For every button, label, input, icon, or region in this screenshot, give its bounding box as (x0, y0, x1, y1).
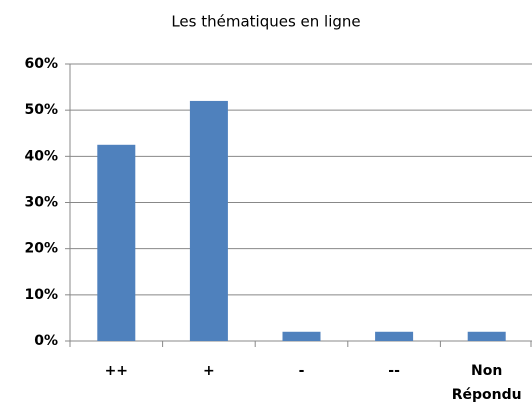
bar (375, 331, 414, 341)
y-tick-label: 0% (34, 333, 58, 349)
bar (467, 331, 506, 341)
y-tick-label: 10% (24, 287, 58, 303)
x-tick-label: -- (388, 363, 400, 379)
x-tick-label: - (298, 363, 305, 379)
x-tick-label: Non Répondu (451, 363, 522, 403)
y-tick-label: 60% (24, 56, 58, 72)
x-tick-label: + (203, 363, 215, 379)
bar (97, 144, 136, 341)
bar (189, 100, 228, 341)
y-tick-label: 20% (24, 241, 58, 257)
y-tick-label: 30% (24, 195, 58, 211)
y-tick-label: 40% (24, 148, 58, 164)
y-tick-label: 50% (24, 102, 58, 118)
chart-title: Les thématiques en ligne (171, 13, 360, 31)
x-tick-label: ++ (104, 363, 129, 379)
bar (282, 331, 321, 341)
